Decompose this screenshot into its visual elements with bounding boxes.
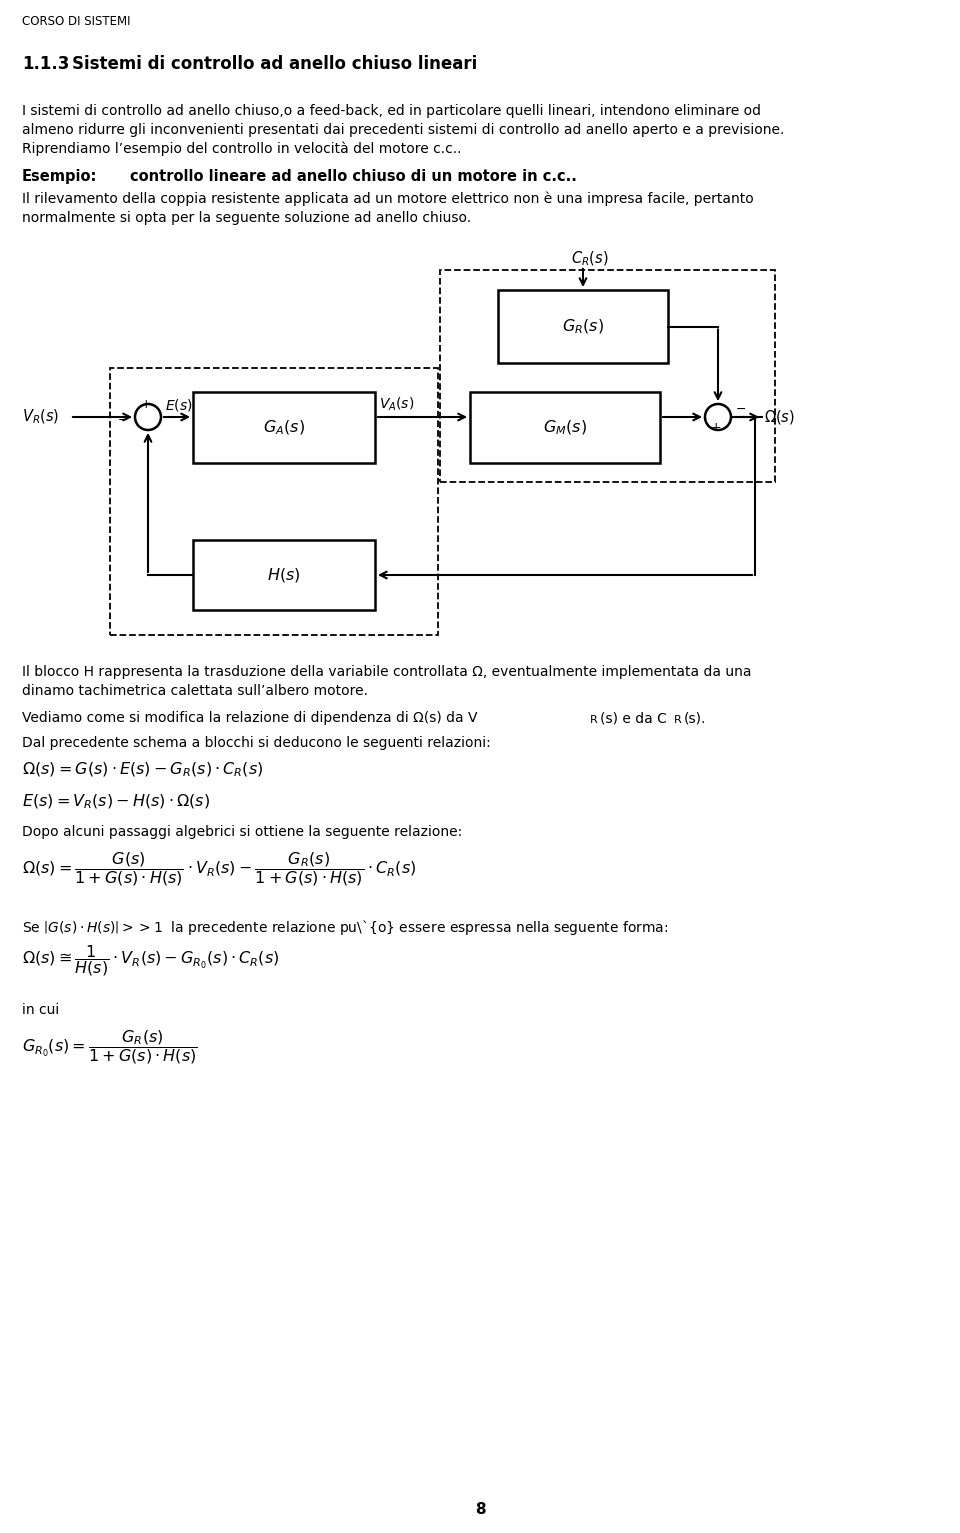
Text: $V_A(s)$: $V_A(s)$ [379,396,415,412]
Text: Dopo alcuni passaggi algebrici si ottiene la seguente relazione:: Dopo alcuni passaggi algebrici si ottien… [22,825,463,839]
Text: almeno ridurre gli inconvenienti presentati dai precedenti sistemi di controllo : almeno ridurre gli inconvenienti present… [22,123,784,136]
Text: $+$: $+$ [710,422,722,434]
Text: $\Omega(s) = G(s)\cdot E(s) - G_R(s)\cdot C_R(s)$: $\Omega(s) = G(s)\cdot E(s) - G_R(s)\cdo… [22,760,263,779]
Text: R: R [590,714,598,725]
Text: Il blocco H rappresenta la trasduzione della variabile controllata Ω, eventualme: Il blocco H rappresenta la trasduzione d… [22,665,752,679]
Text: $E(s) = V_R(s) - H(s)\cdot\Omega(s)$: $E(s) = V_R(s) - H(s)\cdot\Omega(s)$ [22,793,210,811]
Text: $H(s)$: $H(s)$ [267,566,300,584]
Text: $\Omega(s)$: $\Omega(s)$ [764,408,795,426]
Text: $G_{R_0}(s) = \dfrac{G_R(s)}{1+G(s)\cdot H(s)}$: $G_{R_0}(s) = \dfrac{G_R(s)}{1+G(s)\cdot… [22,1029,198,1065]
Text: R: R [674,714,682,725]
Text: Vediamo come si modifica la relazione di dipendenza di Ω(s) da V: Vediamo come si modifica la relazione di… [22,711,477,725]
Bar [110,368,438,635]
Text: $C_R(s)$: $C_R(s)$ [571,250,609,268]
Text: (s) e da C: (s) e da C [600,711,667,725]
Text: controllo lineare ad anello chiuso di un motore in c.c..: controllo lineare ad anello chiuso di un… [130,169,577,184]
Text: $\Omega(s) = \dfrac{G(s)}{1+G(s)\cdot H(s)}\cdot V_R(s) - \dfrac{G_R(s)}{1+G(s)\: $\Omega(s) = \dfrac{G(s)}{1+G(s)\cdot H(… [22,849,417,888]
Bar [440,270,775,481]
Text: (s).: (s). [684,711,707,725]
Bar [193,540,375,610]
Text: CORSO DI SISTEMI: CORSO DI SISTEMI [22,15,131,28]
Text: dinamo tachimetrica calettata sull’albero motore.: dinamo tachimetrica calettata sull’alber… [22,684,368,698]
Text: $-$: $-$ [117,412,128,426]
Bar [498,290,668,363]
Text: 1.1.3: 1.1.3 [22,55,69,74]
Text: $G_A(s)$: $G_A(s)$ [263,419,305,437]
Text: Dal precedente schema a blocchi si deducono le seguenti relazioni:: Dal precedente schema a blocchi si deduc… [22,736,491,750]
Text: Se $\left|G(s)\cdot H(s)\right| >> 1$  la precedente relazione pu\`{o} essere es: Se $\left|G(s)\cdot H(s)\right| >> 1$ la… [22,918,668,937]
Text: $-$: $-$ [735,402,746,415]
Text: $+$: $+$ [140,399,152,411]
Text: 8: 8 [474,1502,486,1518]
Text: $G_R(s)$: $G_R(s)$ [562,317,604,336]
Text: Il rilevamento della coppia resistente applicata ad un motore elettrico non è un: Il rilevamento della coppia resistente a… [22,192,754,207]
Text: normalmente si opta per la seguente soluzione ad anello chiuso.: normalmente si opta per la seguente solu… [22,212,471,225]
Text: in cui: in cui [22,1003,60,1016]
Text: $G_M(s)$: $G_M(s)$ [543,419,587,437]
Text: Riprendiamo l’esempio del controllo in velocità del motore c.c..: Riprendiamo l’esempio del controllo in v… [22,143,462,156]
Text: Esempio:: Esempio: [22,169,97,184]
Text: $V_R(s)$: $V_R(s)$ [22,408,60,426]
Text: $E(s)$: $E(s)$ [165,397,193,412]
Text: Sistemi di controllo ad anello chiuso lineari: Sistemi di controllo ad anello chiuso li… [72,55,477,74]
Text: $\Omega(s) \cong \dfrac{1}{H(s)}\cdot V_R(s) - G_{R_0}(s)\cdot C_R(s)$: $\Omega(s) \cong \dfrac{1}{H(s)}\cdot V_… [22,943,279,978]
Bar [193,392,375,463]
Bar [470,392,660,463]
Text: I sistemi di controllo ad anello chiuso,o a feed-back, ed in particolare quelli : I sistemi di controllo ad anello chiuso,… [22,104,761,118]
